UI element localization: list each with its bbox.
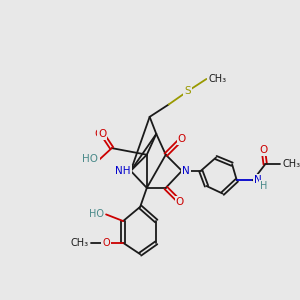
Text: S: S: [184, 86, 191, 96]
Text: N: N: [182, 166, 190, 176]
Text: N: N: [254, 175, 262, 185]
Text: NH: NH: [115, 166, 131, 176]
Text: O: O: [259, 145, 268, 155]
Text: O: O: [98, 129, 106, 139]
Text: O: O: [178, 134, 186, 144]
Text: CH₃: CH₃: [71, 238, 89, 248]
Text: O: O: [102, 238, 110, 248]
Text: O: O: [94, 129, 102, 139]
Text: H: H: [260, 181, 267, 191]
Text: HO: HO: [89, 209, 104, 219]
Text: HO: HO: [82, 154, 98, 164]
Text: CH₃: CH₃: [208, 74, 226, 84]
Text: O: O: [176, 197, 184, 207]
Text: CH₃: CH₃: [282, 159, 300, 169]
Text: OH: OH: [83, 154, 100, 164]
